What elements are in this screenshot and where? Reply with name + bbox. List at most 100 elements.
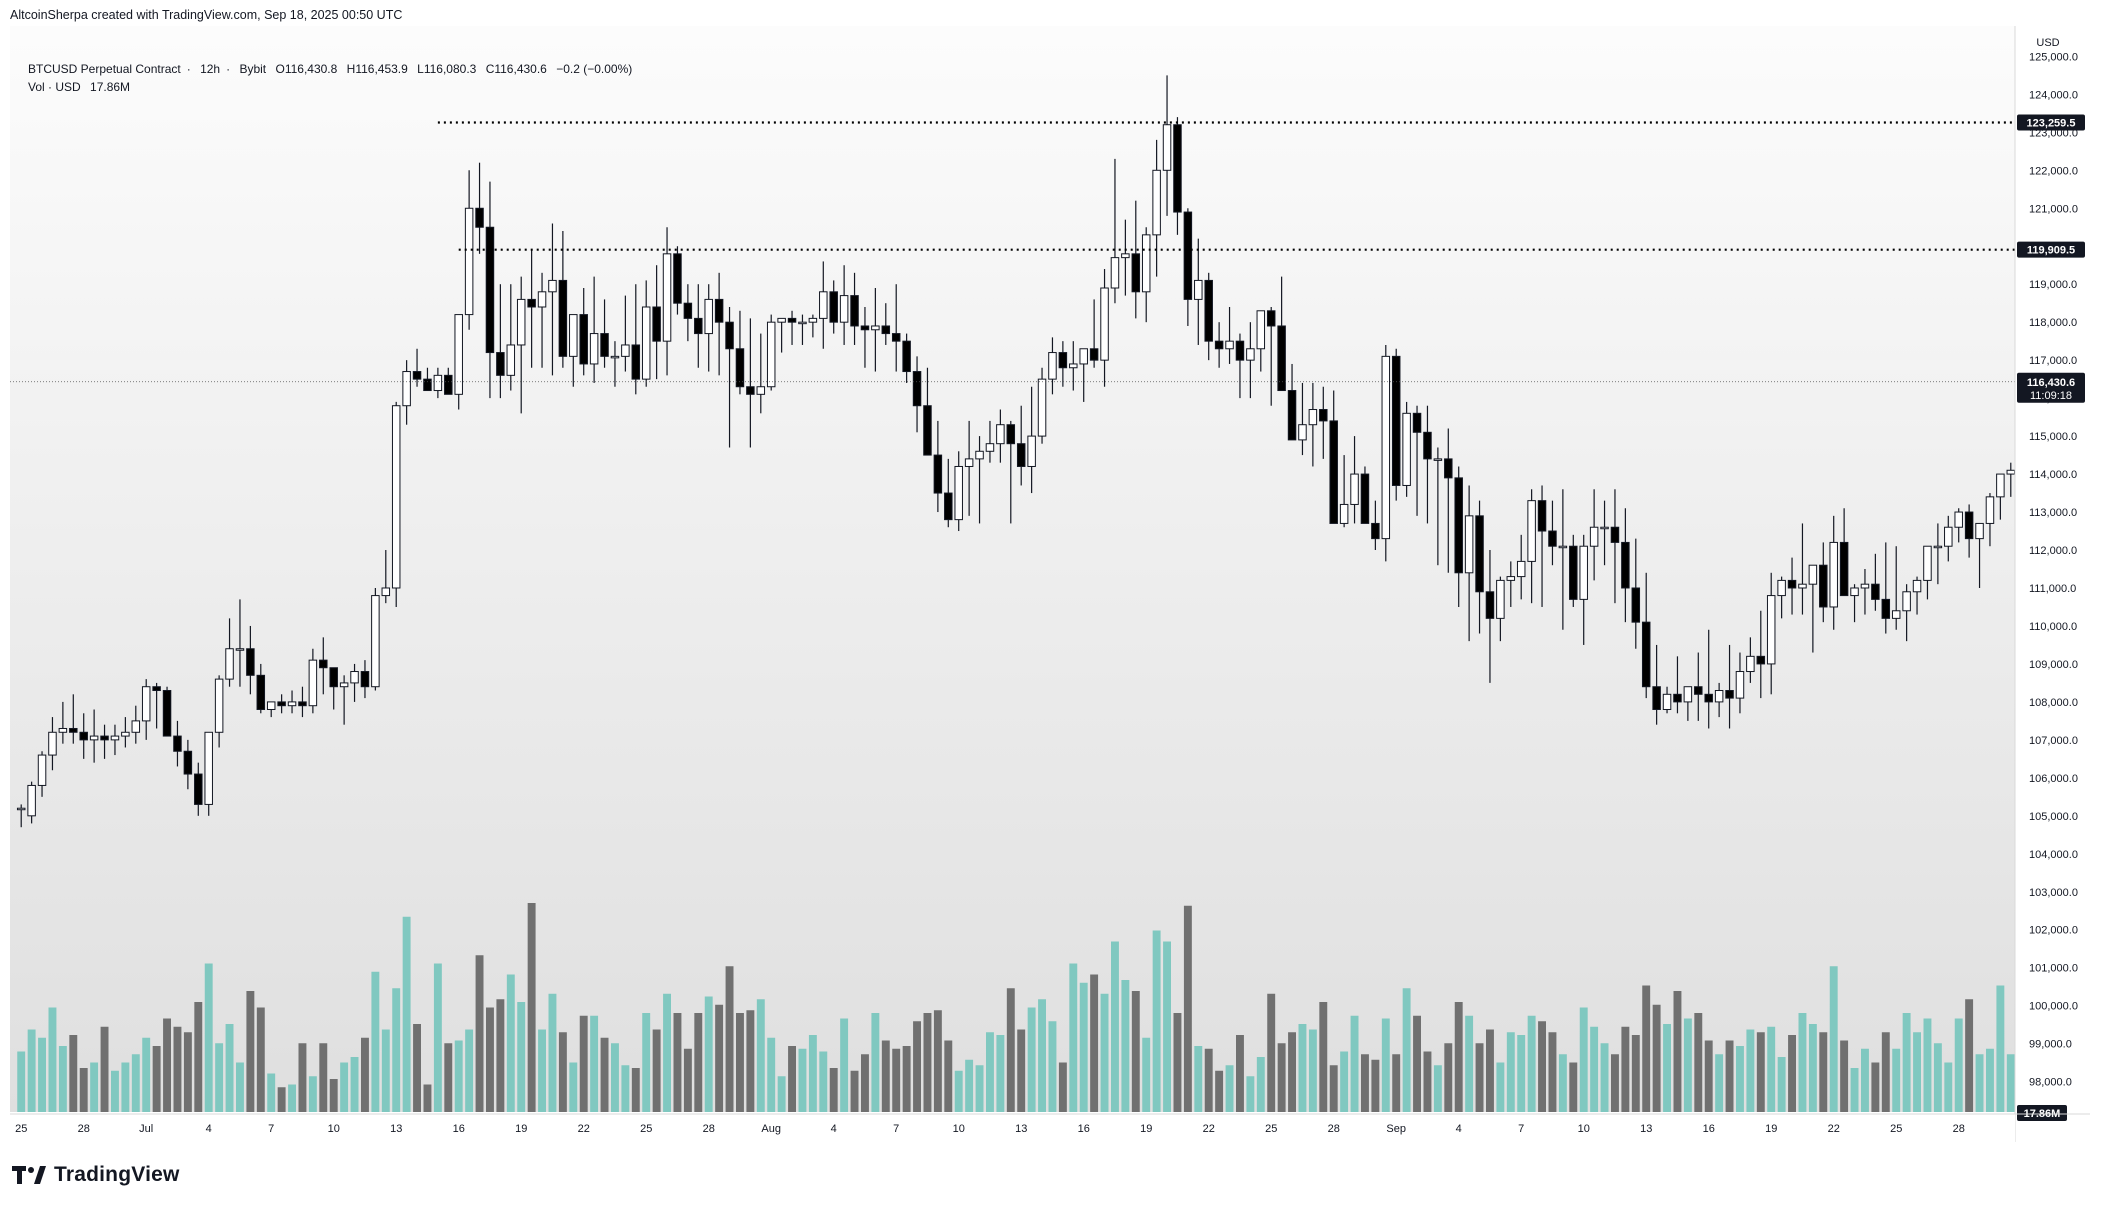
candle-body (1839, 541, 1849, 597)
candle (1912, 576, 1922, 615)
candle-body (860, 325, 870, 331)
volume-bar (90, 1062, 99, 1112)
volume-bar (1454, 1002, 1463, 1112)
tradingview-logo[interactable]: TradingView (12, 1163, 180, 1187)
price-axis-bg (2015, 26, 2090, 1142)
legend-vol-label[interactable]: Vol · USD (28, 80, 81, 94)
volume-bar (871, 1013, 880, 1112)
candle-body (537, 291, 547, 308)
candle (1569, 534, 1578, 607)
candle (371, 587, 380, 691)
volume-bar (725, 966, 734, 1112)
price-tick-label: 100,000.0 (2029, 1001, 2078, 1013)
price-tick-label: 102,000.0 (2029, 925, 2078, 937)
candle (839, 265, 849, 345)
candle-body (1777, 579, 1786, 597)
volume-bar (1892, 1048, 1901, 1112)
candle (954, 451, 963, 532)
volume-bar (642, 1013, 651, 1112)
candle (444, 367, 453, 395)
volume-bar (17, 1051, 26, 1112)
volume-bar (1819, 1032, 1828, 1112)
volume-bar (736, 1013, 744, 1112)
candle (808, 314, 818, 338)
candle (110, 724, 120, 756)
candle-body (1766, 595, 1776, 665)
volume-bar (38, 1037, 46, 1112)
volume-bar (1038, 999, 1046, 1112)
candle (1235, 333, 1245, 399)
candle-body (985, 443, 995, 452)
candle-body (1631, 587, 1641, 623)
candle (1694, 652, 1703, 721)
candle-body (1339, 503, 1349, 524)
volume-bar (1965, 999, 1974, 1112)
volume-bar (340, 1062, 349, 1112)
current-price-label: 116,430.6 (2027, 377, 2075, 389)
volume-bar (1798, 1013, 1807, 1112)
volume-bar (433, 963, 442, 1112)
legend-symbol[interactable]: BTCUSD Perpetual Contract (28, 62, 181, 76)
candle-body (89, 735, 99, 741)
candle-body (1287, 390, 1297, 441)
candle-body (110, 735, 120, 741)
candle (1829, 515, 1838, 630)
time-tick-label: 16 (1078, 1123, 1090, 1135)
candle (1433, 447, 1443, 566)
candle-body (1537, 500, 1547, 532)
candle (673, 246, 682, 315)
volume-bar (79, 1068, 88, 1112)
candle-body (1141, 234, 1151, 293)
currency-label[interactable]: USD (2036, 37, 2059, 49)
candlestick-chart[interactable]: USD98,000.099,000.0100,000.0101,000.0102… (10, 26, 2090, 1142)
candle-body (1683, 686, 1693, 703)
candle-body (1912, 579, 1922, 593)
chart-area[interactable]: USD 98,000.0 99,000.0 100,000.0 101,000.0 102… (10, 26, 2090, 1142)
candle (391, 401, 401, 607)
volume-bar (1465, 1015, 1474, 1112)
time-tick-label: 13 (1640, 1123, 1652, 1135)
time-tick-label: 25 (1890, 1123, 1902, 1135)
candle-body (391, 405, 401, 589)
candle-body (641, 306, 651, 380)
candle-body (1527, 500, 1536, 562)
volume-bar (1444, 1043, 1453, 1112)
candle (1735, 652, 1745, 714)
volume-bar (392, 988, 401, 1112)
volume-bar (1975, 1054, 1984, 1112)
candle-body (516, 298, 526, 346)
candle-body (975, 450, 984, 460)
volume-bar (298, 1043, 307, 1112)
candle (589, 276, 599, 383)
volume-bar (892, 1048, 901, 1112)
price-axis[interactable]: USD 98,000.0 99,000.0 100,000.0 101,000.0 102… (2014, 26, 2090, 1142)
volume-bar (142, 1037, 151, 1112)
candle-body (912, 371, 922, 407)
candle (1256, 310, 1266, 372)
volume-bar (1194, 1046, 1203, 1112)
candle-body (1704, 693, 1713, 703)
candle (1871, 553, 1880, 611)
candle (735, 310, 745, 395)
volume-bar (277, 1087, 286, 1112)
price-tick-label: 118,000.0 (2029, 317, 2077, 329)
candle-body (27, 784, 36, 817)
candle (204, 731, 213, 816)
time-axis[interactable]: 25 28 Jul 4 7 10 13 16 19 22 25 28 Aug 4 7 10 13 16 19 22 25… (10, 1113, 2090, 1142)
volume-bar (381, 1029, 390, 1112)
candle (69, 694, 78, 744)
candle-body (1027, 435, 1036, 467)
candle-body (1048, 352, 1057, 380)
candle-body (1850, 587, 1859, 597)
candle-body (1235, 340, 1245, 361)
candle-body (308, 659, 318, 707)
volume-bar (1486, 1029, 1494, 1112)
candle (1923, 545, 1932, 600)
candle-body (798, 321, 807, 325)
candle (1725, 644, 1734, 729)
candle (569, 314, 578, 387)
candle (152, 682, 161, 729)
candle-body (1152, 169, 1161, 236)
candle (433, 367, 443, 399)
candle-body (621, 344, 630, 357)
